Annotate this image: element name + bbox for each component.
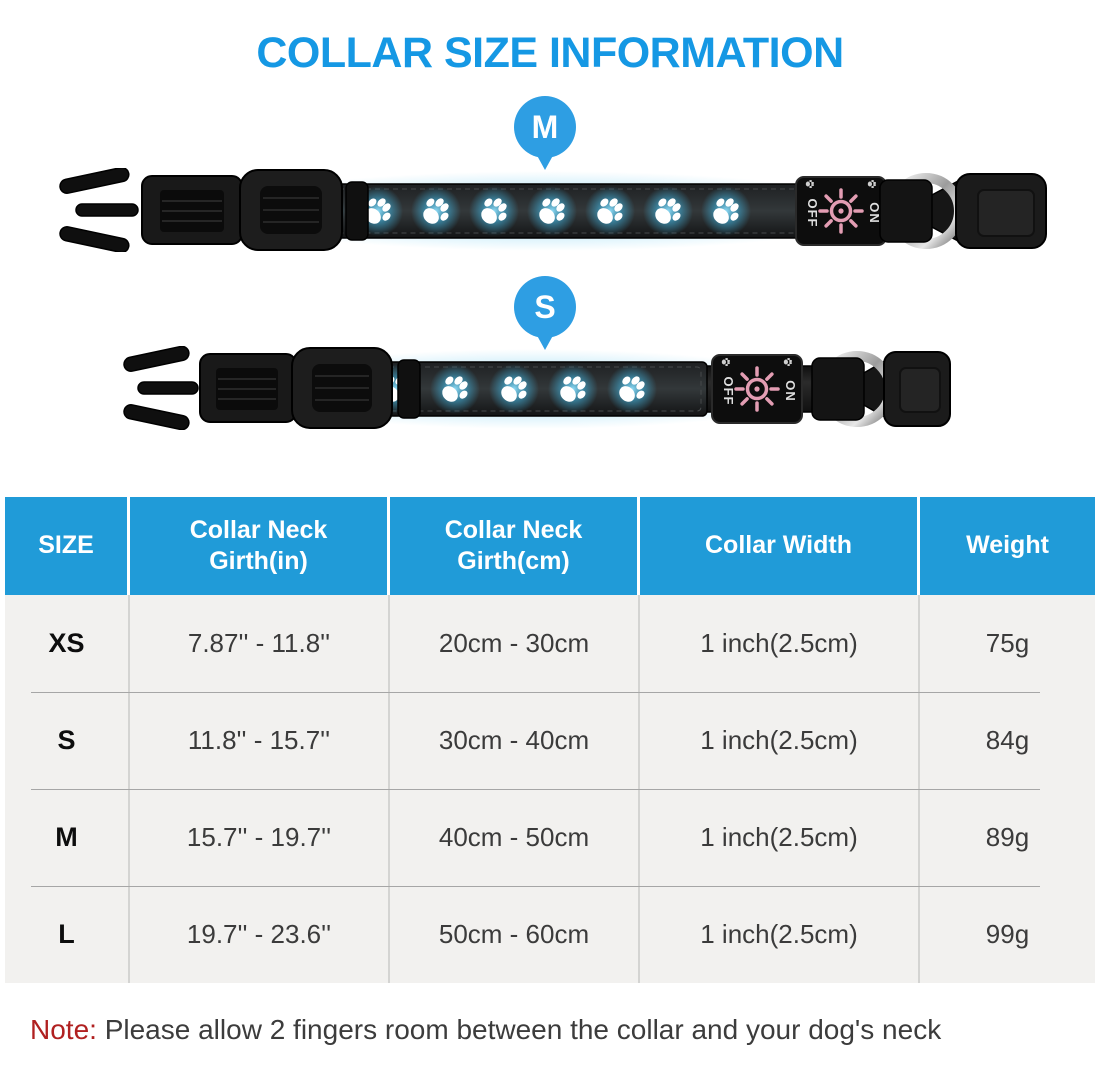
size-marker-m-label: M (531, 108, 559, 145)
table-cell: 84g (985, 725, 1030, 755)
table-cell: 89g (985, 822, 1030, 852)
size-marker-s-label: S (534, 288, 556, 325)
table-cell: XS (5, 595, 130, 692)
table-row-xs: XS 7.87'' - 11.8'' 20cm - 30cm 1 inch(2.… (5, 595, 1095, 692)
on-label: ON (783, 380, 798, 402)
ring-loop (879, 179, 933, 243)
page-title: COLLAR SIZE INFORMATION (256, 28, 844, 77)
table-cell: 50cm - 60cm (390, 886, 640, 983)
table-cell: 7.87'' - 11.8'' (130, 595, 390, 692)
table-cell: 1 inch(2.5cm) (640, 789, 920, 886)
header-cell-girth-cm: Collar Neck Girth(cm) (390, 497, 640, 595)
table-cell: 30cm - 40cm (390, 692, 640, 789)
slider-buckle (291, 347, 393, 429)
table-cell: 15.7'' - 19.7'' (130, 789, 390, 886)
note-label: Note: (30, 1014, 97, 1045)
strap-fold-band (345, 181, 369, 241)
on-label: ON (867, 202, 882, 224)
strap-fold-band (397, 359, 421, 419)
buckle-female-end (883, 351, 951, 427)
light-switch-patch: OFF ON (795, 176, 887, 246)
off-label: OFF (721, 377, 736, 406)
table-cell: 99g (985, 919, 1030, 949)
table-row-m: M 15.7'' - 19.7'' 40cm - 50cm 1 inch(2.5… (5, 789, 1095, 886)
collar-photo-m: OFF ON (58, 168, 1048, 252)
header-cell-weight: Weight (966, 531, 1049, 560)
off-label: OFF (805, 199, 820, 228)
table-cell: 20cm - 30cm (390, 595, 640, 692)
slider-buckle (239, 169, 343, 251)
table-cell: 75g (985, 628, 1030, 658)
note: Note: Please allow 2 fingers room betwee… (30, 1014, 941, 1046)
table-cell: M (5, 789, 130, 886)
buckle-square (199, 353, 297, 423)
ring-loop (811, 357, 865, 421)
buckle-square (141, 175, 243, 245)
table-cell: 1 inch(2.5cm) (640, 692, 920, 789)
buckle-male-prongs (123, 346, 199, 430)
buckle-female-end (955, 173, 1047, 249)
table-cell: 40cm - 50cm (390, 789, 640, 886)
table-cell: L (5, 886, 130, 983)
table-cell: 11.8'' - 15.7'' (130, 692, 390, 789)
sun-icon (734, 366, 780, 412)
light-switch-patch: OFF ON (711, 354, 803, 424)
table-cell: 1 inch(2.5cm) (640, 886, 920, 983)
header-cell-girth-in: Collar Neck Girth(in) (130, 497, 390, 595)
collar-photo-s: OFF ON (122, 346, 952, 430)
table-row-s: S 11.8'' - 15.7'' 30cm - 40cm 1 inch(2.5… (5, 692, 1095, 789)
size-table-header: SIZE Collar Neck Girth(in) Collar Neck G… (5, 497, 1095, 595)
table-cell: 1 inch(2.5cm) (640, 595, 920, 692)
size-marker-s: S (514, 276, 576, 338)
header-cell-width: Collar Width (640, 497, 920, 595)
sun-icon (818, 188, 864, 234)
header-cell-size: SIZE (5, 497, 130, 595)
note-text: Please allow 2 fingers room between the … (96, 1014, 942, 1045)
buckle-male-prongs (59, 168, 139, 252)
table-cell: 19.7'' - 23.6'' (130, 886, 390, 983)
size-table: SIZE Collar Neck Girth(in) Collar Neck G… (5, 497, 1095, 983)
table-cell: S (5, 692, 130, 789)
table-row-l: L 19.7'' - 23.6'' 50cm - 60cm 1 inch(2.5… (5, 886, 1095, 983)
size-marker-m: M (514, 96, 576, 158)
